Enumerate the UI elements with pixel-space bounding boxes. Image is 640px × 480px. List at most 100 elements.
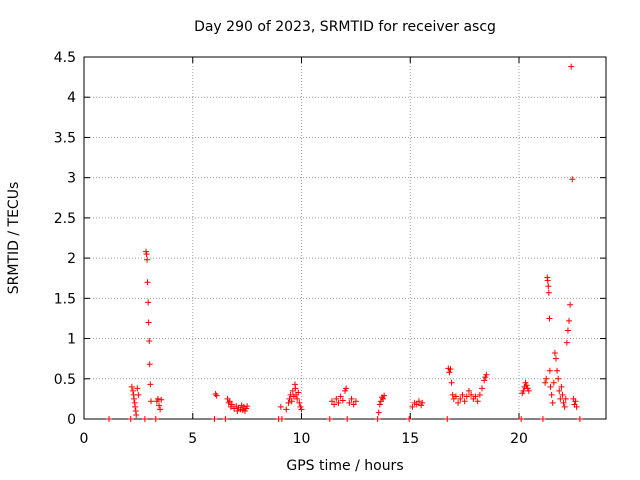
data-point — [558, 383, 565, 390]
data-point — [333, 395, 340, 402]
data-point — [335, 399, 342, 406]
data-point — [569, 176, 576, 183]
data-point — [419, 399, 426, 406]
data-point — [157, 406, 164, 413]
data-point — [561, 403, 568, 410]
data-point — [552, 355, 559, 362]
y-tick-label: 1 — [67, 332, 76, 348]
data-point — [483, 371, 490, 378]
data-point — [406, 416, 413, 422]
x-axis-label: GPS time / hours — [286, 458, 403, 474]
data-point — [479, 385, 486, 392]
chart-title: Day 290 of 2023, SRMTID for receiver asc… — [194, 19, 496, 35]
data-point — [545, 283, 552, 290]
data-point — [147, 398, 154, 405]
data-point — [144, 256, 151, 263]
plot-frame — [83, 56, 607, 420]
data-point — [555, 375, 562, 382]
data-point — [147, 381, 154, 388]
data-point — [518, 416, 525, 422]
data-point — [298, 406, 305, 413]
data-point — [542, 379, 549, 386]
data-point — [277, 403, 284, 410]
data-point — [228, 401, 235, 408]
data-point — [154, 395, 161, 402]
data-point — [544, 277, 551, 284]
data-point — [285, 399, 292, 406]
data-point — [468, 391, 475, 398]
data-point — [339, 397, 346, 404]
data-point — [328, 398, 335, 405]
data-point — [449, 391, 456, 398]
x-tick-label: 10 — [293, 431, 311, 447]
y-tick-label: 4 — [67, 90, 76, 106]
data-point — [455, 399, 462, 406]
data-point — [132, 403, 139, 410]
data-point — [213, 392, 220, 399]
data-point — [539, 416, 546, 422]
data-point — [106, 416, 113, 422]
data-point — [566, 317, 573, 324]
y-tick-label: 2 — [67, 251, 76, 267]
data-point — [375, 409, 382, 416]
data-point — [146, 337, 153, 344]
data-point — [446, 369, 453, 376]
data-point — [352, 398, 359, 405]
data-point — [409, 403, 416, 410]
data-point — [452, 393, 459, 400]
data-point — [444, 416, 451, 422]
data-point — [131, 395, 138, 402]
data-point — [145, 299, 152, 306]
data-point — [134, 385, 141, 392]
data-point — [549, 399, 556, 406]
x-tick-label: 0 — [80, 431, 89, 447]
data-point — [156, 402, 163, 409]
data-point — [546, 315, 553, 322]
data-point — [472, 393, 479, 400]
data-point — [343, 385, 350, 392]
data-point — [457, 395, 464, 402]
data-point — [226, 398, 233, 405]
data-point — [573, 403, 580, 410]
data-point — [559, 391, 566, 398]
data-point — [144, 279, 151, 286]
data-point — [563, 339, 570, 346]
data-point — [350, 401, 357, 408]
data-point — [413, 401, 420, 408]
y-tick-label: 0 — [67, 412, 76, 428]
data-point — [550, 379, 557, 386]
data-point — [292, 385, 299, 392]
data-point — [222, 416, 229, 422]
data-point — [461, 398, 468, 405]
data-point — [520, 387, 527, 394]
data-point — [287, 391, 294, 398]
x-tick-label: 5 — [188, 431, 197, 447]
data-point — [543, 375, 550, 382]
y-tick-label: 0.5 — [54, 372, 76, 388]
data-point — [568, 63, 575, 70]
data-point — [374, 416, 381, 422]
data-point — [133, 411, 140, 418]
data-point — [234, 407, 241, 414]
data-point — [525, 387, 532, 394]
y-tick-label: 1.5 — [54, 291, 76, 307]
data-point — [135, 391, 142, 398]
x-tick-label: 20 — [510, 431, 528, 447]
data-point — [567, 301, 574, 308]
data-point — [127, 416, 134, 422]
data-point — [326, 416, 333, 422]
data-point — [564, 327, 571, 334]
data-point — [152, 416, 159, 422]
data-point — [283, 406, 290, 413]
data-point — [551, 350, 558, 357]
data-point — [346, 399, 353, 406]
data-point — [548, 391, 555, 398]
data-point — [448, 379, 455, 386]
data-point — [337, 393, 344, 400]
x-tick-label: 15 — [401, 431, 419, 447]
data-point — [476, 391, 483, 398]
data-point — [465, 387, 472, 394]
grid-lines — [84, 57, 606, 419]
axis-ticks: 0 5 10 15 20 0 0.5 1 1.5 2 2.5 3 3.5 4 4.5 — [54, 50, 606, 447]
data-point — [459, 391, 466, 398]
